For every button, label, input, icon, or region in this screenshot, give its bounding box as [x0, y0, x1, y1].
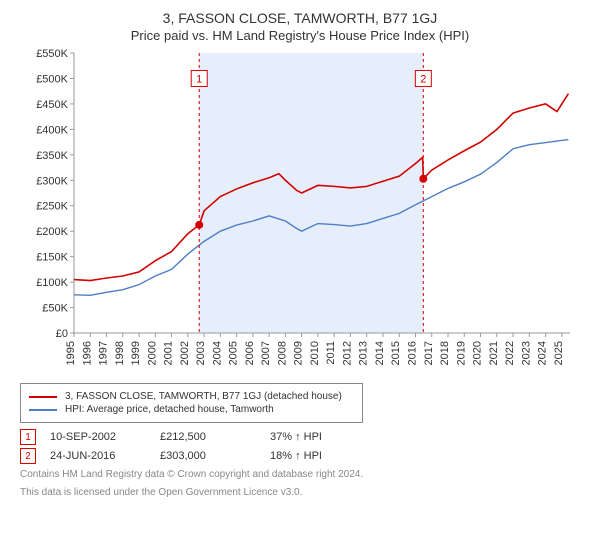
chart-subtitle: Price paid vs. HM Land Registry's House …: [14, 28, 586, 43]
sale-delta: 18% ↑ HPI: [270, 450, 380, 462]
svg-text:2013: 2013: [358, 341, 370, 365]
footer-copyright: Contains HM Land Registry data © Crown c…: [20, 468, 586, 482]
sale-marker-box: 1: [20, 429, 36, 445]
sale-date: 10-SEP-2002: [50, 431, 160, 443]
svg-text:2023: 2023: [520, 341, 532, 365]
svg-text:£550K: £550K: [36, 49, 68, 60]
svg-text:2001: 2001: [163, 341, 175, 365]
legend-item: 3, FASSON CLOSE, TAMWORTH, B77 1GJ (deta…: [29, 391, 354, 402]
svg-text:£100K: £100K: [36, 277, 68, 289]
svg-text:1995: 1995: [65, 341, 77, 365]
svg-text:2000: 2000: [146, 341, 158, 365]
legend-label: HPI: Average price, detached house, Tamw…: [65, 404, 274, 415]
svg-text:2004: 2004: [211, 341, 223, 365]
svg-text:2012: 2012: [341, 341, 353, 365]
svg-text:2009: 2009: [293, 341, 305, 365]
sale-marker-box: 2: [20, 448, 36, 464]
svg-text:£500K: £500K: [36, 73, 68, 85]
svg-text:2015: 2015: [390, 341, 402, 365]
svg-text:2003: 2003: [195, 341, 207, 365]
chart-title: 3, FASSON CLOSE, TAMWORTH, B77 1GJ: [14, 10, 586, 26]
sale-row: 1 10-SEP-2002 £212,500 37% ↑ HPI: [20, 429, 586, 445]
svg-text:2022: 2022: [504, 341, 516, 365]
sale-price: £212,500: [160, 431, 270, 443]
svg-text:2006: 2006: [244, 341, 256, 365]
svg-text:2024: 2024: [537, 341, 549, 365]
svg-text:£300K: £300K: [36, 175, 68, 187]
svg-text:1999: 1999: [130, 341, 142, 365]
legend-swatch: [29, 409, 57, 411]
svg-text:2020: 2020: [472, 341, 484, 365]
svg-text:1998: 1998: [114, 341, 126, 365]
price-chart: £0 £50K £100K £150K £200K £250K £300K £350K £400…: [24, 49, 576, 379]
svg-text:2: 2: [420, 73, 426, 85]
svg-text:£50K: £50K: [42, 303, 68, 315]
svg-text:£0: £0: [56, 328, 68, 340]
svg-text:2019: 2019: [455, 341, 467, 365]
sale-row: 2 24-JUN-2016 £303,000 18% ↑ HPI: [20, 448, 586, 464]
svg-text:£150K: £150K: [36, 252, 68, 264]
sale-delta: 37% ↑ HPI: [270, 431, 380, 443]
svg-text:2017: 2017: [423, 341, 435, 365]
footer-licence: This data is licensed under the Open Gov…: [20, 486, 586, 500]
svg-text:1996: 1996: [81, 341, 93, 365]
svg-text:2002: 2002: [179, 341, 191, 365]
sale-date: 24-JUN-2016: [50, 450, 160, 462]
sales-table: 1 10-SEP-2002 £212,500 37% ↑ HPI 2 24-JUN…: [14, 429, 586, 464]
svg-text:£200K: £200K: [36, 226, 68, 238]
legend-item: HPI: Average price, detached house, Tamw…: [29, 404, 354, 415]
legend-label: 3, FASSON CLOSE, TAMWORTH, B77 1GJ (deta…: [65, 391, 342, 402]
sale-price: £303,000: [160, 450, 270, 462]
svg-text:2025: 2025: [553, 341, 565, 365]
svg-text:2016: 2016: [407, 341, 419, 365]
svg-text:2014: 2014: [374, 341, 386, 365]
svg-text:2005: 2005: [228, 341, 240, 365]
svg-text:2008: 2008: [276, 341, 288, 365]
legend-swatch: [29, 396, 57, 398]
legend: 3, FASSON CLOSE, TAMWORTH, B77 1GJ (deta…: [20, 383, 363, 423]
svg-text:2021: 2021: [488, 341, 500, 365]
svg-text:1997: 1997: [98, 341, 110, 365]
svg-text:£350K: £350K: [36, 150, 68, 162]
svg-text:2010: 2010: [309, 341, 321, 365]
svg-text:2011: 2011: [325, 341, 337, 365]
svg-text:£450K: £450K: [36, 99, 68, 111]
svg-text:£250K: £250K: [36, 201, 68, 213]
svg-text:2007: 2007: [260, 341, 272, 365]
svg-text:2018: 2018: [439, 341, 451, 365]
svg-text:£400K: £400K: [36, 124, 68, 136]
svg-text:1: 1: [196, 73, 202, 85]
